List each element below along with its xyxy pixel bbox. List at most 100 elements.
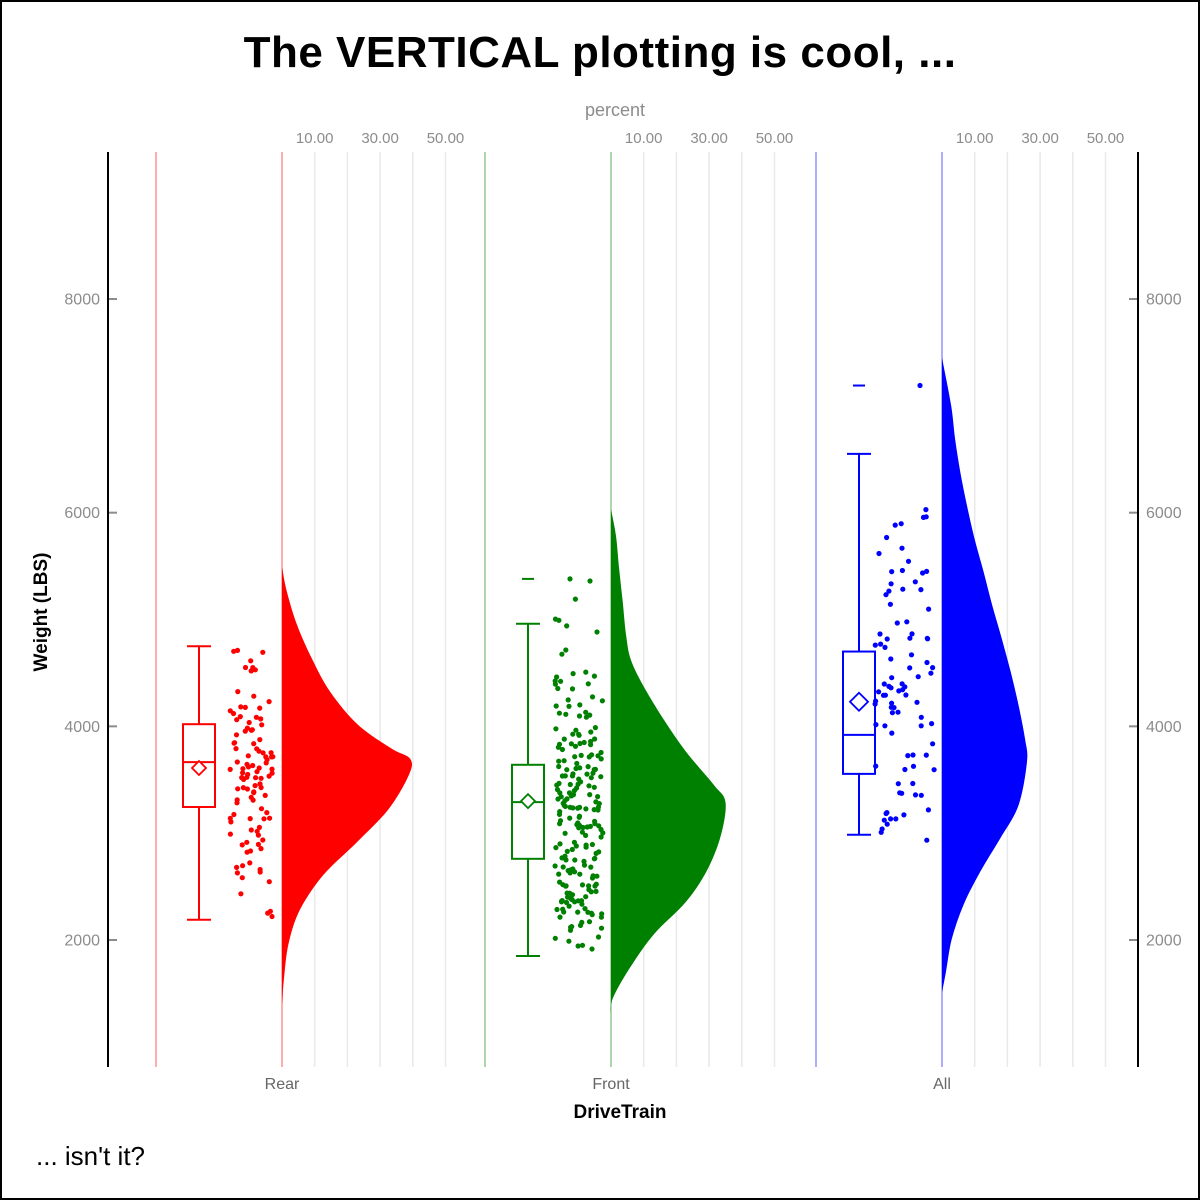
jitter-point <box>253 775 259 781</box>
jitter-point <box>910 763 917 769</box>
jitter-point <box>889 569 895 575</box>
jitter-point <box>592 736 598 742</box>
jitter-point <box>244 839 250 845</box>
category-label-front: Front <box>592 1076 630 1093</box>
jitter-point <box>259 722 265 728</box>
top-axis-title: percent <box>584 100 646 120</box>
top-axis-tick-label: 50.00 <box>427 130 465 147</box>
jitter-point <box>888 656 894 662</box>
jitter-point <box>899 567 906 574</box>
jitter-point <box>257 866 263 873</box>
jitter-point <box>889 730 895 736</box>
jitter-point <box>589 841 596 848</box>
jitter-point <box>917 382 923 389</box>
jitter-point <box>254 769 260 775</box>
jitter-point <box>599 698 606 704</box>
jitter-point <box>918 723 924 729</box>
jitter-point <box>594 629 600 635</box>
jitter-point <box>882 723 888 729</box>
jitter-point <box>262 792 268 799</box>
jitter-point <box>578 752 584 759</box>
jitter-point <box>572 743 579 749</box>
jitter-point <box>239 842 245 848</box>
jitter-point <box>598 774 604 780</box>
jitter-point <box>270 754 276 760</box>
jitter-point <box>557 809 563 815</box>
jitter-point <box>562 830 568 836</box>
jitter-point <box>584 771 590 777</box>
jitter-point <box>583 832 589 839</box>
jitter-point <box>552 935 558 941</box>
jitter-point <box>264 810 270 816</box>
jitter-point <box>928 670 934 676</box>
jitter-point <box>569 686 576 692</box>
box-front <box>511 763 545 860</box>
jitter-point <box>570 866 576 872</box>
jitter-point <box>238 704 244 710</box>
jitter-point <box>554 674 560 680</box>
jitter-point <box>577 740 583 747</box>
jitter-point <box>266 773 272 779</box>
jitter-point <box>269 913 275 920</box>
jitter-point <box>585 764 591 770</box>
jitter-point <box>238 891 244 897</box>
jitter-point <box>923 507 929 513</box>
jitter-point <box>245 753 251 759</box>
jitter-point <box>555 685 561 692</box>
jitter-point <box>558 678 564 684</box>
jitter-point <box>574 760 580 767</box>
jitter-point <box>552 863 558 869</box>
jitter-point <box>267 908 273 914</box>
jitter-point <box>918 587 924 593</box>
jitter-point <box>877 631 883 637</box>
jitter-point <box>907 665 913 671</box>
jitter-point <box>893 816 899 822</box>
jitter-point <box>233 746 239 752</box>
jitter-point <box>227 815 233 822</box>
jitter-point <box>556 741 563 748</box>
jitter-point <box>557 818 564 824</box>
jitter-point <box>598 925 605 931</box>
jitter-point <box>561 909 567 915</box>
jitter-point <box>884 810 890 816</box>
jitter-point <box>583 842 589 848</box>
jitter-point <box>594 873 600 879</box>
category-label-all: All <box>933 1076 951 1093</box>
jitter-point <box>575 943 581 949</box>
jitter-point <box>579 882 586 888</box>
jitter-point <box>564 796 570 802</box>
jitter-point <box>575 781 581 787</box>
box-all <box>842 650 876 775</box>
jitter-point <box>876 550 882 557</box>
jitter-point <box>242 664 249 671</box>
jitter-point <box>586 883 592 889</box>
jitter-point <box>591 807 597 813</box>
jitter-point <box>251 741 257 747</box>
jitter-point <box>873 722 879 728</box>
jitter-point <box>888 685 894 691</box>
jitter-point <box>234 864 240 871</box>
jitter-point <box>910 780 916 787</box>
jitter-point <box>264 757 270 763</box>
jitter-point <box>902 766 908 773</box>
jitter-point <box>269 766 275 772</box>
jitter-point <box>924 635 930 641</box>
jitter-point <box>237 714 243 720</box>
jitter-point <box>595 753 601 759</box>
jitter-point <box>570 671 576 677</box>
jitter-point <box>930 741 936 747</box>
jitter-point <box>576 713 583 719</box>
jitter-point <box>579 942 586 948</box>
jitter-point <box>889 675 895 681</box>
jitter-point <box>256 824 262 831</box>
mean-diamond <box>519 792 537 810</box>
jitter-point <box>563 647 569 653</box>
jitter-point <box>884 636 890 642</box>
jitter-point <box>882 644 888 651</box>
jitter-point <box>569 773 576 779</box>
jitter-point <box>907 635 913 641</box>
jitter-point <box>564 848 570 855</box>
jitter-point <box>583 806 589 812</box>
jitter-point <box>234 717 240 723</box>
jitter-point <box>918 792 924 798</box>
